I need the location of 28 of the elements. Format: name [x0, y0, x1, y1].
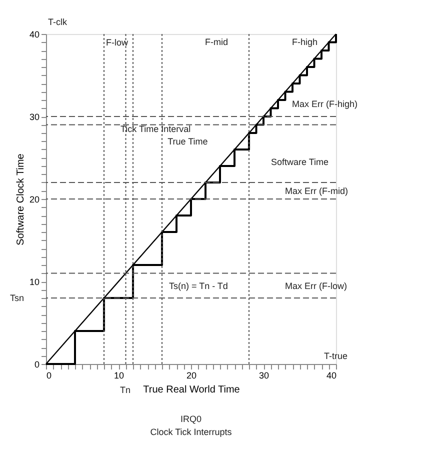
y-tick-label: 40: [29, 30, 40, 40]
text: Tsn: [10, 293, 24, 303]
annotation: Max Err (F-high): [292, 99, 358, 109]
annotation: F-low: [106, 37, 128, 48]
annotation: True Time: [168, 136, 208, 146]
x-tick-label: 30: [258, 370, 270, 380]
x-tick-label: 10: [114, 370, 124, 380]
y-tick-label: 0: [34, 360, 40, 370]
annotation: F-high: [292, 37, 318, 47]
x-tick-label: 0: [46, 370, 52, 380]
text: T-clk: [48, 17, 68, 27]
text: IRQ0: [180, 414, 202, 424]
y-tick-label: 20: [29, 194, 40, 204]
annotation: Tick Time Interval: [120, 124, 191, 134]
annotation: T-true: [324, 351, 348, 361]
text: Clock Tick Interrupts: [150, 427, 232, 437]
text: Tn: [120, 385, 131, 395]
x-tick-label: 40: [326, 370, 336, 380]
y-axis-title: Software Clock Time: [15, 153, 26, 246]
annotation: Max Err (F-low): [285, 281, 347, 291]
annotation: Max Err (F-mid): [285, 186, 348, 196]
annotation: Ts(n) = Tn - Td: [169, 281, 228, 291]
x-tick-label: 20: [186, 370, 197, 380]
x-axis-title: True Real World Time: [143, 384, 240, 396]
annotation: Software Time: [271, 157, 329, 167]
annotation: F-mid: [205, 37, 228, 47]
y-tick-label: 30: [29, 112, 40, 122]
y-tick-label: 10: [29, 277, 40, 287]
